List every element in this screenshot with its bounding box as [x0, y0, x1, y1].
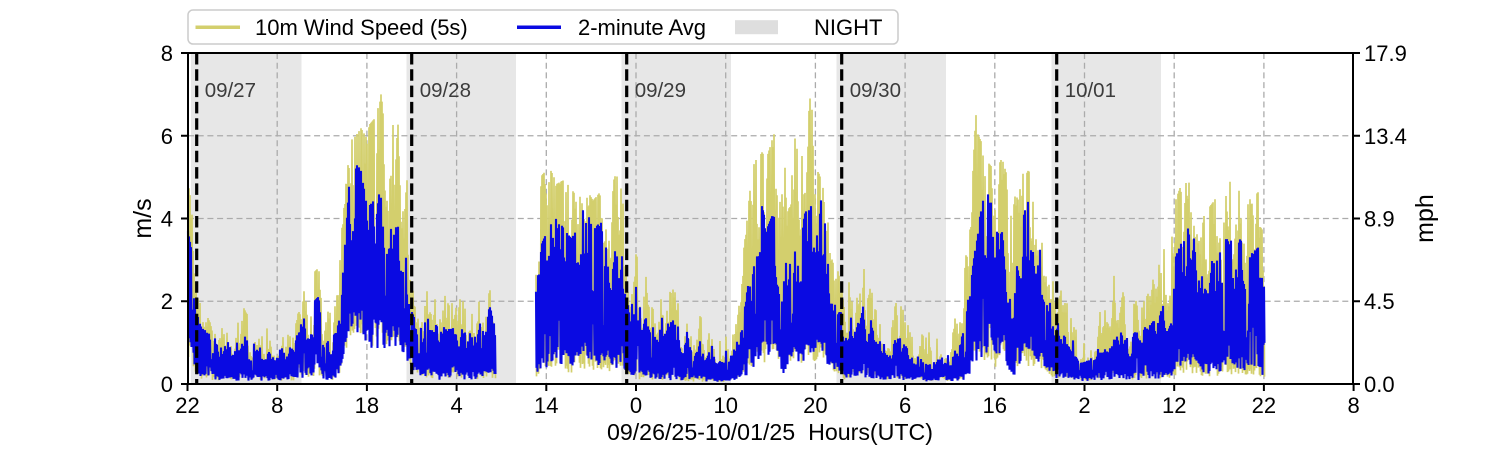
- svg-text:2: 2: [1078, 393, 1090, 418]
- svg-text:0: 0: [161, 372, 173, 397]
- svg-text:17.9: 17.9: [1364, 41, 1407, 66]
- svg-text:14: 14: [534, 393, 558, 418]
- svg-text:09/29: 09/29: [635, 79, 686, 102]
- svg-text:09/28: 09/28: [420, 79, 471, 102]
- svg-text:13.4: 13.4: [1364, 124, 1407, 149]
- svg-text:22: 22: [1252, 393, 1276, 418]
- svg-text:16: 16: [983, 393, 1007, 418]
- svg-text:4: 4: [450, 393, 462, 418]
- svg-text:mph: mph: [1411, 194, 1439, 243]
- svg-text:09/27: 09/27: [205, 79, 256, 102]
- svg-text:NIGHT: NIGHT: [814, 15, 882, 40]
- svg-text:09/26/25-10/01/25 Hours(UTC): 09/26/25-10/01/25 Hours(UTC): [607, 419, 933, 445]
- svg-text:8: 8: [1347, 393, 1359, 418]
- svg-text:6: 6: [899, 393, 911, 418]
- svg-text:0.0: 0.0: [1364, 372, 1395, 397]
- svg-text:2: 2: [161, 289, 173, 314]
- svg-text:12: 12: [1162, 393, 1186, 418]
- svg-text:4.5: 4.5: [1364, 289, 1395, 314]
- svg-text:18: 18: [355, 393, 379, 418]
- svg-text:8: 8: [161, 41, 173, 66]
- svg-text:22: 22: [175, 393, 199, 418]
- svg-text:20: 20: [803, 393, 827, 418]
- svg-text:m/s: m/s: [129, 198, 157, 238]
- svg-text:6: 6: [161, 124, 173, 149]
- svg-text:8: 8: [271, 393, 283, 418]
- svg-text:4: 4: [161, 207, 173, 232]
- svg-text:10: 10: [713, 393, 737, 418]
- svg-text:8.9: 8.9: [1364, 207, 1395, 232]
- svg-text:0: 0: [630, 393, 642, 418]
- svg-text:09/30: 09/30: [850, 79, 901, 102]
- svg-text:10m Wind Speed (5s): 10m Wind Speed (5s): [255, 15, 468, 40]
- svg-text:2-minute Avg: 2-minute Avg: [578, 15, 706, 40]
- svg-text:10/01: 10/01: [1065, 79, 1116, 102]
